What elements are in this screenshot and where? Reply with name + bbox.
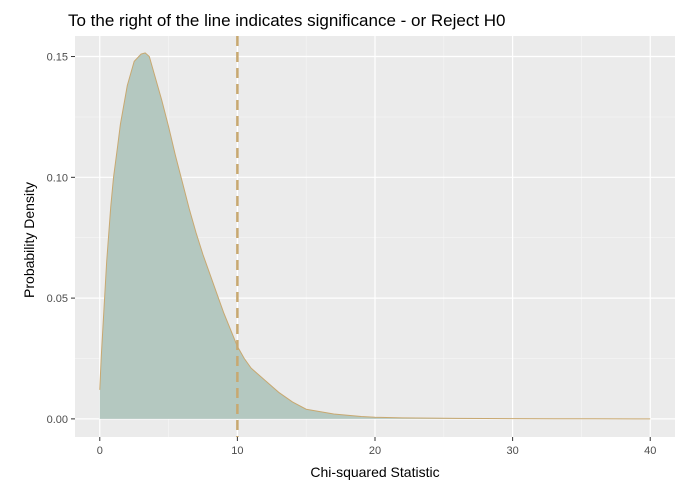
y-axis-title: Probability Density: [21, 182, 37, 298]
plot-area: 0 10 20 30 40 0.00 0.05 0.10 0.15: [47, 36, 675, 457]
chart-title: To the right of the line indicates signi…: [68, 11, 506, 30]
x-axis-title: Chi-squared Statistic: [310, 464, 439, 480]
y-tick-label: 0.05: [47, 293, 68, 305]
y-tick-label: 0.00: [47, 414, 68, 426]
x-tick-label: 30: [506, 445, 518, 457]
y-tick-label: 0.15: [47, 52, 68, 64]
density-line: [99, 52, 651, 420]
y-tick-label: 0.10: [47, 172, 68, 184]
x-tick-label: 20: [369, 445, 381, 457]
x-tick-label: 10: [231, 445, 243, 457]
x-tick-label: 0: [97, 445, 103, 457]
x-tick-label: 40: [644, 445, 656, 457]
density-area: [99, 52, 651, 419]
